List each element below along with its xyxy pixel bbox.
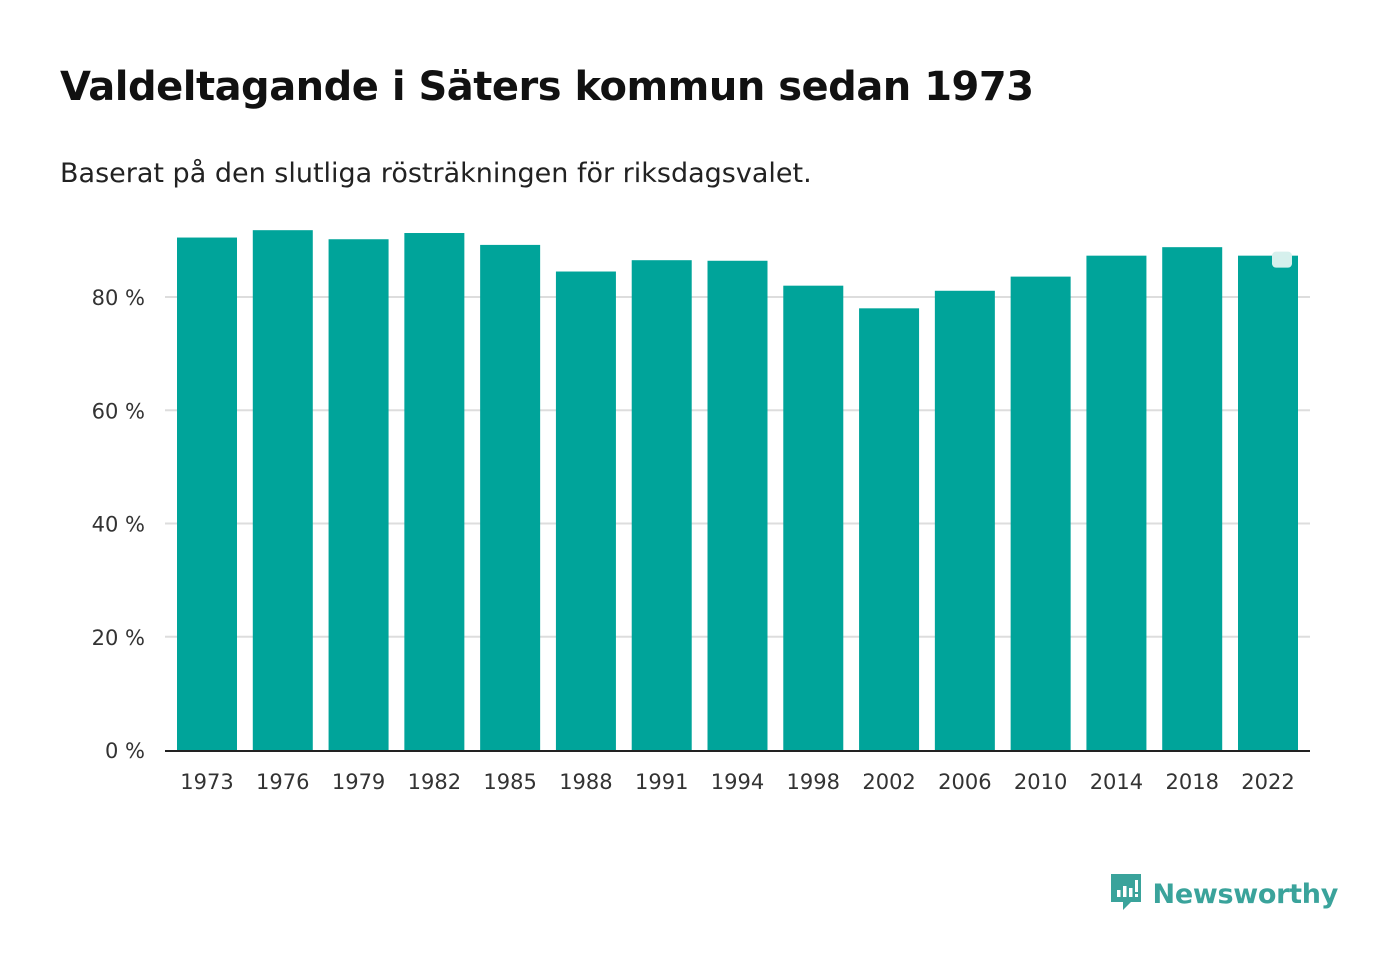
y-tick-label: 80 %	[92, 286, 145, 310]
x-tick-label: 1994	[711, 770, 764, 794]
x-tick-label: 2014	[1090, 770, 1143, 794]
highlight-marker	[1272, 251, 1292, 268]
x-tick-label: 1976	[256, 770, 309, 794]
x-tick-label: 1991	[635, 770, 688, 794]
bar-1994[interactable]	[707, 260, 768, 750]
x-tick-label: 1979	[332, 770, 385, 794]
x-tick-label: 1982	[408, 770, 461, 794]
y-tick-label: 0 %	[105, 739, 145, 763]
bar-2022[interactable]	[1238, 255, 1298, 750]
bar-1979[interactable]	[328, 239, 389, 750]
bar-1973[interactable]	[177, 237, 237, 750]
brand-name: Newsworthy	[1152, 878, 1339, 910]
bars	[177, 230, 1298, 751]
y-tick-label: 60 %	[92, 399, 145, 423]
y-axis-ticks: 0 % 20 % 40 % 60 % 80 %	[92, 286, 145, 763]
x-tick-label: 2002	[862, 770, 915, 794]
bar-2014[interactable]	[1086, 255, 1147, 750]
bar-1991[interactable]	[631, 260, 692, 750]
chart-title: Valdeltagande i Säters kommun sedan 1973	[60, 64, 1034, 110]
bar-1976[interactable]	[252, 230, 313, 750]
bar-2002[interactable]	[859, 308, 920, 750]
x-tick-label: 1973	[180, 770, 233, 794]
x-tick-label: 1988	[559, 770, 612, 794]
y-tick-label: 20 %	[92, 626, 145, 650]
chart-subtitle: Baserat på den slutliga rösträkningen fö…	[60, 158, 812, 189]
x-tick-label: 1985	[483, 770, 536, 794]
x-tick-label: 2010	[1014, 770, 1067, 794]
bar-1988[interactable]	[555, 271, 616, 750]
bar-1998[interactable]	[783, 285, 844, 750]
bar-1982[interactable]	[404, 233, 465, 751]
x-tick-label: 2022	[1241, 770, 1294, 794]
bar-2010[interactable]	[1010, 276, 1071, 750]
x-tick-label: 2018	[1165, 770, 1218, 794]
bar-2018[interactable]	[1162, 247, 1223, 751]
y-tick-label: 40 %	[92, 513, 145, 537]
x-axis-ticks: 1973 1976 1979 1982 1985 1988 1991 1994 1998 2002…	[180, 770, 1294, 794]
brand: Newsworthy	[1109, 872, 1338, 916]
x-tick-label: 2006	[938, 770, 991, 794]
bar-2006[interactable]	[934, 290, 995, 750]
bar-1985[interactable]	[480, 244, 541, 750]
x-tick-label: 1998	[787, 770, 840, 794]
newsworthy-logo-icon	[1109, 872, 1143, 916]
